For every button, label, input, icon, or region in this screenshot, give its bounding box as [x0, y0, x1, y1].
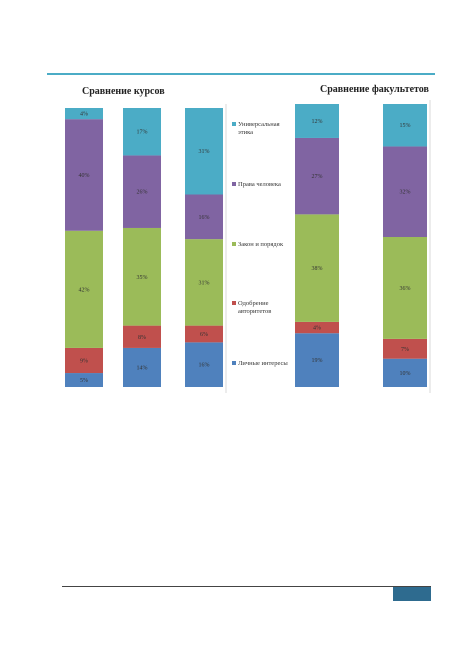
data-label: 8%: [138, 335, 146, 341]
data-label: 31%: [199, 280, 210, 286]
bar-segment: [123, 227, 161, 326]
legend-item-universal-ethics: Универсальная этика: [232, 121, 296, 137]
data-label: 17%: [137, 130, 148, 136]
data-label: 19%: [312, 358, 323, 364]
data-label: 40%: [79, 173, 90, 179]
legend-swatch: [232, 182, 236, 186]
legend-label: Личные интересы: [238, 360, 288, 367]
data-label: 35%: [137, 275, 148, 281]
data-label: 26%: [137, 190, 148, 196]
data-label: 6%: [200, 332, 208, 338]
legend-item-law-and-order: Закон и порядок: [232, 241, 296, 249]
legend-swatch: [232, 301, 236, 305]
header-rule: [47, 73, 435, 75]
data-label: 10%: [400, 371, 411, 377]
bar-segment: [123, 108, 161, 156]
data-label: 31%: [199, 149, 210, 155]
bar-segment: [65, 373, 103, 387]
chart-title-faculties: Сравнение факультетов: [320, 84, 429, 95]
data-label: 15%: [400, 123, 411, 129]
bar-segment: [383, 104, 427, 147]
chart-legend: Универсальная этика Права человека Закон…: [232, 100, 292, 400]
footer-rule: [62, 586, 431, 587]
bar-segment: [185, 194, 223, 240]
data-label: 42%: [79, 287, 90, 293]
legend-swatch: [232, 122, 236, 126]
data-label: 5%: [80, 378, 88, 384]
bar-segment: [65, 347, 103, 374]
legend-label: Универсальная этика: [238, 121, 280, 136]
data-label: 14%: [137, 366, 148, 372]
legend-item-authority-approval: Одобрение авторитетов: [232, 300, 296, 316]
bar-segment: [295, 214, 339, 322]
data-label: 16%: [199, 363, 210, 369]
data-label: 4%: [313, 326, 321, 332]
bar-segment: [185, 108, 223, 195]
data-label: 9%: [80, 359, 88, 365]
bar-segment: [383, 338, 427, 359]
bar-segment: [185, 342, 223, 387]
legend-swatch: [232, 242, 236, 246]
legend-item-personal-interests: Личные интересы: [232, 360, 296, 368]
data-label: 27%: [312, 174, 323, 180]
bar-segment: [383, 237, 427, 339]
bar-segment: [295, 333, 339, 387]
chart-title-courses: Сравнение курсов: [82, 86, 165, 97]
data-label: 4%: [80, 112, 88, 118]
data-label: 32%: [400, 190, 411, 196]
data-label: 16%: [199, 215, 210, 221]
data-label: 38%: [312, 266, 323, 272]
bar-segment: [185, 239, 223, 326]
legend-swatch: [232, 361, 236, 365]
bar-segment: [295, 321, 339, 334]
bar-segment: [123, 325, 161, 348]
bar-segment: [123, 155, 161, 228]
bar-segment: [383, 358, 427, 387]
data-label: 36%: [400, 286, 411, 292]
bar-segment: [295, 104, 339, 138]
legend-label: Права человека: [238, 181, 281, 188]
legend-item-human-rights: Права человека: [232, 181, 296, 189]
bar-segment: [65, 230, 103, 348]
data-label: 7%: [401, 347, 409, 353]
footer-page-box: [393, 587, 431, 601]
bar-segment: [65, 108, 103, 120]
legend-label: Одобрение авторитетов: [238, 300, 272, 315]
data-label: 12%: [312, 119, 323, 125]
bar-segment: [185, 325, 223, 343]
bar-segment: [295, 137, 339, 215]
bar-segment: [65, 119, 103, 231]
bar-segment: [383, 146, 427, 238]
legend-label: Закон и порядок: [238, 241, 284, 248]
bar-segment: [123, 347, 161, 387]
